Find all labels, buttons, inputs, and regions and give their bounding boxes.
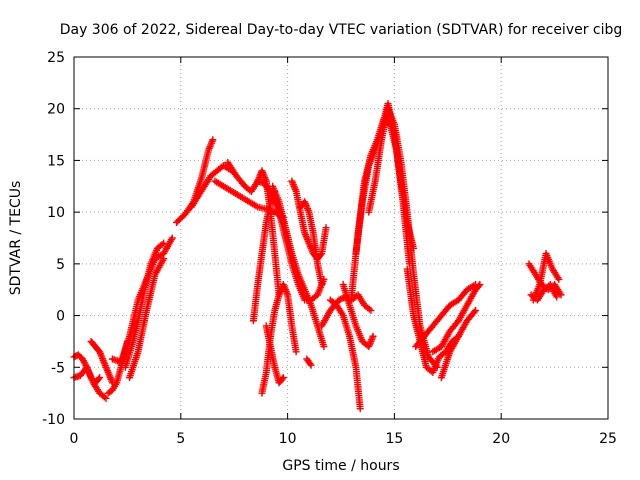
data-point (475, 282, 483, 290)
series-track-23 (339, 281, 377, 351)
y-tick-label: 0 (56, 309, 65, 325)
data-point (278, 375, 286, 383)
y-tick-label: 15 (47, 153, 65, 169)
data-point (307, 361, 315, 369)
y-tick-label: 25 (47, 50, 65, 66)
data-point (209, 136, 217, 144)
data-point (335, 296, 343, 304)
data-point (279, 374, 287, 382)
data-point (168, 234, 176, 242)
data-point (472, 306, 480, 314)
x-tick-label: 25 (599, 431, 617, 447)
data-layer (70, 100, 565, 413)
x-tick-label: 20 (492, 431, 510, 447)
series-track-30 (437, 306, 480, 382)
series-track-13 (249, 187, 279, 325)
data-point (322, 224, 330, 232)
y-tick-label: 10 (47, 205, 65, 221)
series-track-27 (403, 265, 462, 376)
data-point (356, 405, 364, 413)
y-tick-label: 5 (56, 257, 65, 273)
series-track-22 (326, 296, 364, 413)
ticks: 0 5 10 15 20 25 -10 -5 0 5 10 15 20 25 (42, 50, 617, 447)
data-point (317, 251, 325, 259)
data-point (320, 343, 328, 351)
x-tick-label: 10 (279, 431, 297, 447)
data-point (292, 348, 300, 356)
data-point (306, 360, 314, 368)
series-track-7 (126, 255, 168, 382)
y-axis-label: SDTVAR / TECUs (8, 181, 24, 296)
y-tick-label: -5 (51, 360, 65, 376)
series-track-26 (365, 105, 441, 371)
data-point (95, 375, 103, 383)
x-tick-label: 0 (70, 431, 79, 447)
series-track-3 (87, 337, 116, 387)
series-track-29 (429, 281, 484, 356)
x-tick-label: 5 (176, 431, 185, 447)
y-tick-label: -10 (42, 412, 65, 428)
chart-title: Day 306 of 2022, Sidereal Day-to-day VTE… (60, 22, 623, 38)
data-point (476, 281, 484, 289)
data-point (102, 394, 110, 402)
series-track-12 (254, 167, 283, 299)
series-track-9 (187, 162, 236, 211)
data-point (100, 393, 108, 401)
data-point (318, 281, 326, 289)
series-track-6 (121, 239, 168, 371)
series-track-2 (70, 351, 104, 387)
data-point (160, 239, 168, 247)
x-tick-label: 15 (385, 431, 403, 447)
data-point (470, 308, 478, 316)
data-point (555, 275, 563, 283)
data-point (336, 295, 344, 303)
grid (74, 57, 608, 419)
data-point (367, 306, 375, 314)
y-tick-label: 20 (47, 102, 65, 118)
series-track-19 (296, 198, 326, 289)
data-point (369, 332, 377, 340)
plot-frame (73, 56, 609, 420)
data-point (553, 293, 561, 301)
data-point (158, 240, 166, 248)
series-track-15 (262, 322, 287, 387)
data-point (365, 305, 373, 313)
series-track-33 (527, 281, 561, 304)
data-point (160, 255, 168, 263)
series-track-17 (269, 182, 328, 351)
x-axis-label: GPS time / hours (282, 458, 399, 474)
series-track-20 (303, 355, 315, 369)
data-point (96, 374, 104, 382)
